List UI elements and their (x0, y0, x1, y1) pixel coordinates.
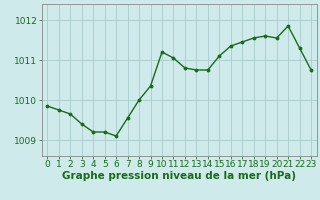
X-axis label: Graphe pression niveau de la mer (hPa): Graphe pression niveau de la mer (hPa) (62, 171, 296, 181)
